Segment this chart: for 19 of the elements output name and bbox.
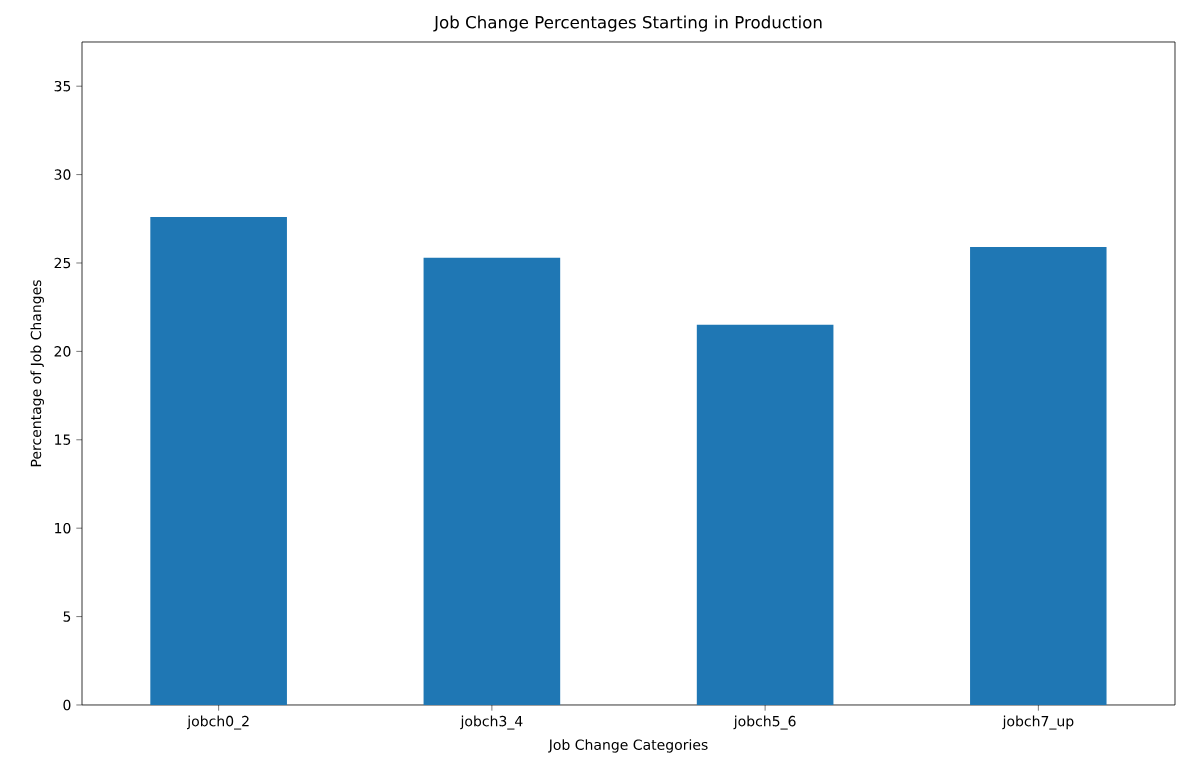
y-tick-label: 35 [54,80,71,92]
x-axis-title: Job Change Categories [548,739,708,753]
y-tick-label: 30 [54,169,71,180]
x-tick-label: jobch0_2 [187,715,249,730]
x-tick-label: jobch3_4 [460,715,523,730]
bar [423,257,561,705]
bar [696,324,834,705]
y-tick-label: 20 [54,346,71,357]
x-tick-label: jobch7_up [1002,715,1074,730]
y-tick-label: 10 [55,522,71,534]
y-tick-label: 15 [55,434,71,445]
y-tick-label: 0 [63,699,71,711]
bar [150,217,287,705]
x-tick-label: jobch5_6 [733,715,796,730]
y-axis-title: Percentage of Job Changes [30,280,44,467]
y-tick-label: 25 [54,257,71,269]
y-tick-label: 5 [63,611,71,622]
bar [970,247,1107,705]
chart-title: Job Change Percentages Starting in Production [433,15,822,32]
